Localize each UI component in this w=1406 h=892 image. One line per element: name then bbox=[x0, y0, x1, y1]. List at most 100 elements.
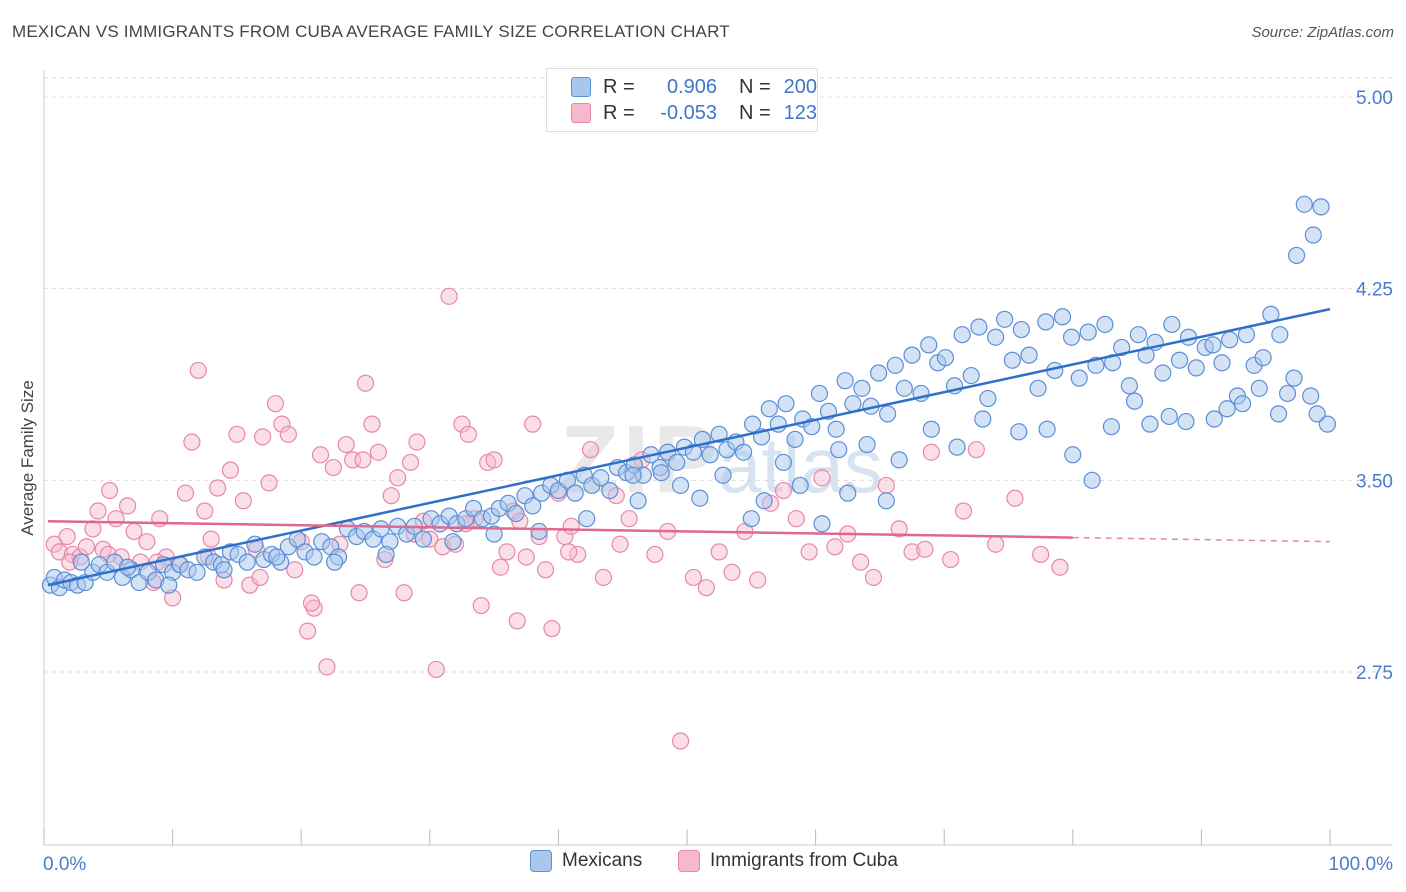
legend-swatch-mexicans bbox=[530, 850, 552, 872]
y-tick-label: 3.50 bbox=[1356, 471, 1393, 492]
data-point-mexicans bbox=[853, 379, 871, 397]
data-point-cuba bbox=[967, 441, 985, 459]
data-point-cuba bbox=[369, 443, 387, 461]
data-point-mexicans bbox=[377, 545, 395, 564]
data-point-mexicans bbox=[1213, 354, 1231, 372]
data-point-mexicans bbox=[895, 379, 913, 397]
data-point-cuba bbox=[408, 433, 426, 451]
y-tick-label: 4.25 bbox=[1356, 280, 1393, 301]
data-point-cuba bbox=[890, 520, 908, 538]
data-point-mexicans bbox=[970, 318, 988, 336]
data-point-cuba bbox=[251, 568, 269, 587]
data-point-cuba bbox=[324, 458, 342, 477]
data-point-mexicans bbox=[844, 395, 862, 413]
series-cuba-points bbox=[45, 287, 1069, 750]
data-point-mexicans bbox=[830, 441, 848, 459]
data-point-cuba bbox=[138, 533, 156, 551]
data-point-mexicans bbox=[507, 504, 525, 523]
data-point-mexicans bbox=[1079, 323, 1097, 341]
data-point-cuba bbox=[581, 441, 600, 459]
data-point-mexicans bbox=[268, 548, 286, 566]
data-point-cuba bbox=[356, 374, 375, 392]
data-point-mexicans bbox=[624, 466, 642, 484]
data-point-cuba bbox=[684, 568, 703, 587]
data-point-mexicans bbox=[836, 372, 854, 390]
data-point-cuba bbox=[302, 594, 321, 612]
data-point-cuba bbox=[826, 538, 844, 556]
data-point-cuba bbox=[787, 510, 805, 528]
data-point-cuba bbox=[903, 543, 921, 561]
data-point-mexicans bbox=[1163, 315, 1181, 334]
legend-item-cuba[interactable]: Immigrants from Cuba bbox=[678, 850, 898, 872]
data-point-mexicans bbox=[160, 576, 178, 594]
data-point-mexicans bbox=[1271, 326, 1289, 344]
x-tick-labels: 0.0% 100.0% bbox=[43, 854, 1393, 875]
data-point-cuba bbox=[183, 433, 201, 451]
data-point-mexicans bbox=[1177, 412, 1195, 431]
legend-n-value: 123 bbox=[783, 101, 817, 124]
x-tick-label: 100.0% bbox=[1329, 854, 1394, 875]
data-point-mexicans bbox=[1254, 349, 1272, 367]
data-point-mexicans bbox=[755, 492, 773, 510]
data-point-mexicans bbox=[714, 466, 732, 484]
data-point-mexicans bbox=[979, 389, 997, 408]
data-point-mexicans bbox=[1012, 320, 1030, 339]
data-point-cuba bbox=[254, 428, 272, 446]
data-point-cuba bbox=[279, 425, 297, 443]
data-point-mexicans bbox=[1038, 420, 1056, 438]
data-point-mexicans bbox=[1064, 446, 1082, 464]
data-point-mexicans bbox=[601, 481, 619, 500]
y-axis-label: Average Family Size bbox=[18, 380, 37, 536]
data-point-mexicans bbox=[962, 366, 980, 385]
legend-r-label: R = bbox=[603, 101, 635, 124]
data-point-cuba bbox=[58, 527, 76, 546]
data-point-mexicans bbox=[987, 328, 1005, 346]
data-point-cuba bbox=[176, 484, 195, 502]
data-point-mexicans bbox=[1129, 326, 1147, 344]
data-point-mexicans bbox=[791, 476, 809, 495]
data-point-cuba bbox=[560, 543, 578, 561]
data-point-cuba bbox=[877, 476, 895, 495]
data-point-mexicans bbox=[1170, 351, 1189, 369]
data-point-cuba bbox=[440, 287, 458, 305]
chart-title: MEXICAN VS IMMIGRANTS FROM CUBA AVERAGE … bbox=[12, 22, 730, 41]
data-point-mexicans bbox=[1304, 226, 1322, 244]
data-point-cuba bbox=[671, 732, 690, 750]
legend-row-cuba: R = -0.053 N = 123 bbox=[571, 101, 817, 125]
data-point-cuba bbox=[852, 553, 870, 571]
legend-label-cuba: Immigrants from Cuba bbox=[710, 850, 898, 871]
trend-line-cuba bbox=[47, 519, 1073, 539]
data-point-cuba bbox=[611, 535, 629, 553]
data-point-cuba bbox=[594, 568, 613, 587]
data-point-cuba bbox=[942, 550, 960, 569]
data-point-cuba bbox=[299, 622, 317, 640]
data-point-mexicans bbox=[1154, 364, 1172, 382]
data-point-mexicans bbox=[188, 563, 206, 581]
data-point-cuba bbox=[228, 425, 246, 443]
data-point-mexicans bbox=[996, 310, 1014, 328]
data-point-mexicans bbox=[1187, 359, 1205, 377]
data-point-cuba bbox=[221, 461, 240, 479]
data-point-mexicans bbox=[903, 346, 921, 364]
data-point-cuba bbox=[536, 561, 555, 579]
data-point-cuba bbox=[401, 453, 420, 472]
stats-legend: R = 0.906 N = 200 R = -0.053 N = 123 bbox=[546, 68, 818, 132]
data-point-cuba bbox=[427, 660, 445, 679]
data-point-mexicans bbox=[1250, 379, 1268, 397]
data-point-mexicans bbox=[810, 384, 829, 403]
data-point-mexicans bbox=[72, 553, 90, 571]
data-point-mexicans bbox=[238, 553, 256, 571]
data-point-mexicans bbox=[701, 446, 719, 464]
data-point-cuba bbox=[266, 395, 285, 413]
x-tick-label: 0.0% bbox=[43, 854, 86, 875]
data-point-mexicans bbox=[1312, 198, 1330, 216]
data-point-cuba bbox=[89, 502, 107, 520]
data-point-mexicans bbox=[1302, 387, 1320, 405]
data-point-mexicans bbox=[1029, 379, 1047, 397]
data-point-mexicans bbox=[629, 492, 647, 510]
data-point-cuba bbox=[459, 425, 477, 443]
legend-item-mexicans[interactable]: Mexicans bbox=[530, 850, 642, 872]
series-legend: Mexicans Immigrants from Cuba bbox=[0, 850, 1406, 878]
data-point-cuba bbox=[77, 538, 96, 556]
data-point-mexicans bbox=[1020, 346, 1038, 364]
